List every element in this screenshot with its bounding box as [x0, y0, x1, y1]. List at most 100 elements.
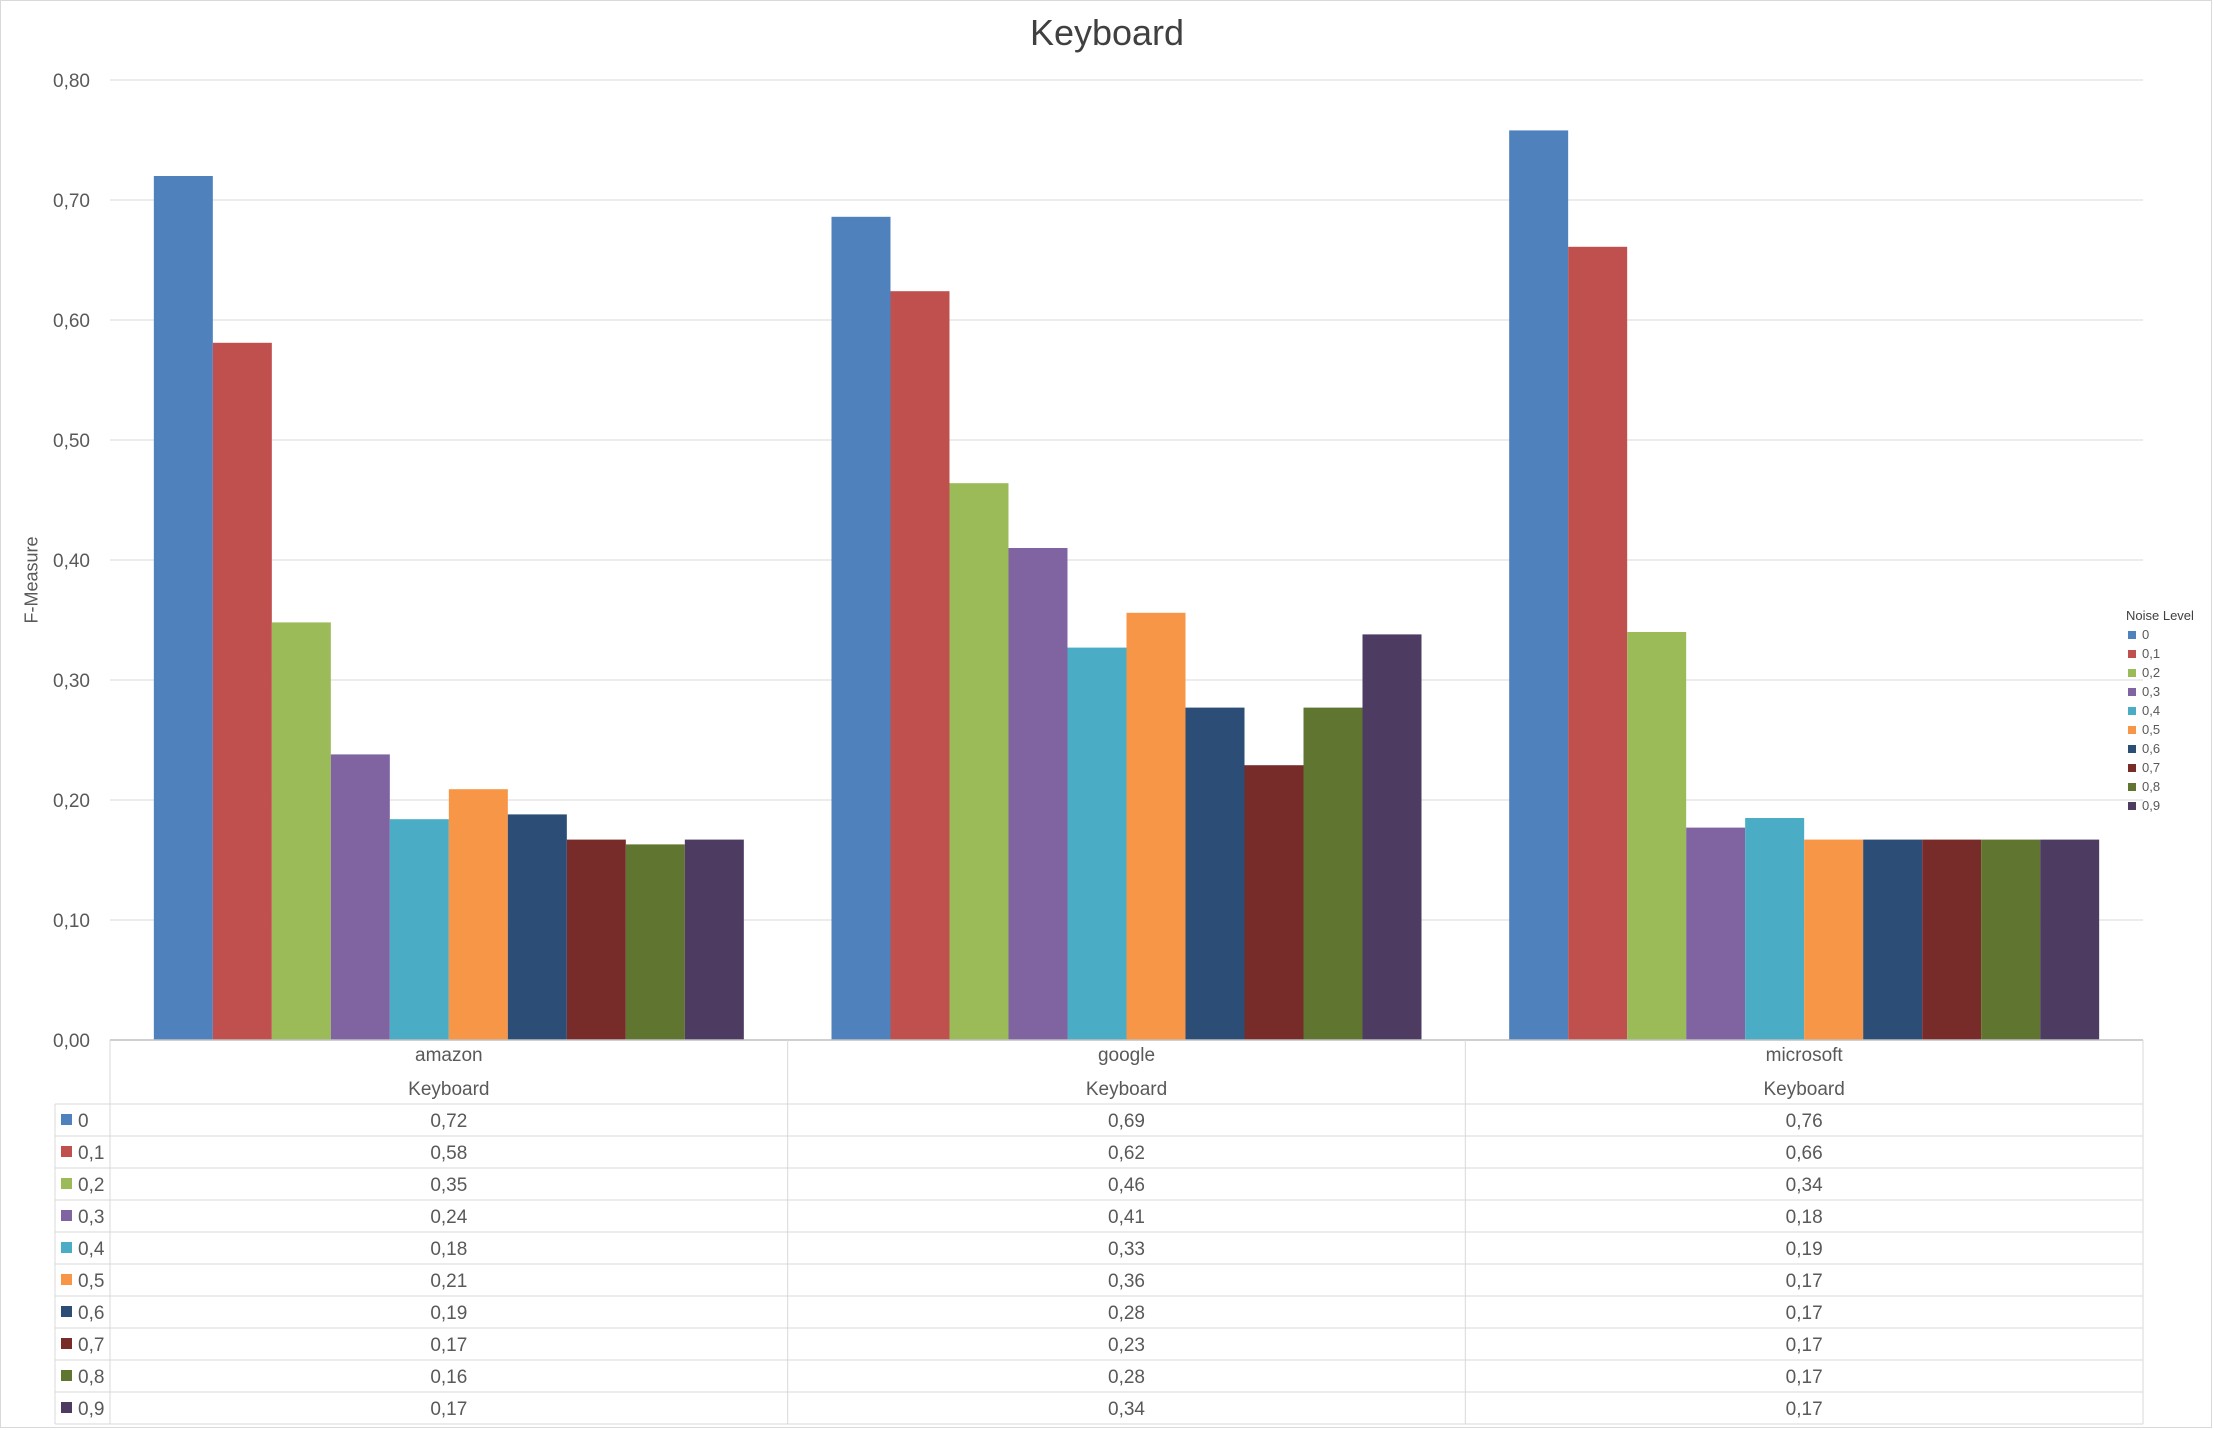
table-series-swatch	[61, 1114, 72, 1125]
legend-swatch	[2128, 801, 2136, 810]
table-series-name: 0,7	[78, 1335, 104, 1356]
table-series-name: 0,5	[78, 1271, 104, 1292]
table-value: 0,28	[1108, 1367, 1145, 1388]
table-value: 0,69	[1108, 1111, 1145, 1132]
y-tick-label: 0,40	[53, 551, 90, 572]
legend-swatch	[2128, 744, 2136, 753]
legend-swatch	[2128, 763, 2136, 772]
category-label: microsoft	[1766, 1045, 1844, 1066]
table-series-name: 0,2	[78, 1175, 104, 1196]
legend-title: Noise Level	[2126, 608, 2194, 623]
bar	[389, 819, 449, 1040]
table-series-swatch	[61, 1370, 72, 1381]
legend-item: 0,3	[2126, 682, 2214, 701]
category-label: google	[1098, 1045, 1155, 1066]
legend-swatch	[2128, 668, 2136, 677]
table-value: 0,28	[1108, 1303, 1145, 1324]
bar	[1509, 130, 1569, 1040]
legend-swatch	[2128, 725, 2136, 734]
legend-label: 0,8	[2142, 779, 2161, 794]
table-value: 0,36	[1108, 1271, 1145, 1292]
bar	[684, 839, 744, 1040]
legend-label: 0,1	[2142, 646, 2161, 661]
bar	[949, 483, 1009, 1040]
table-value: 0,66	[1786, 1143, 1823, 1164]
legend-swatch	[2128, 687, 2136, 696]
table-value: 0,72	[430, 1111, 467, 1132]
table-value: 0,18	[1786, 1207, 1823, 1228]
bar	[1126, 612, 1186, 1040]
table-series-swatch	[61, 1274, 72, 1285]
table-series-name: 0,3	[78, 1207, 104, 1228]
table-series-name: 0,8	[78, 1367, 104, 1388]
bar	[1981, 839, 2041, 1040]
bar	[1863, 839, 1923, 1040]
legend-label: 0,6	[2142, 741, 2161, 756]
legend-label: 0,5	[2142, 722, 2161, 737]
table-series-swatch	[61, 1210, 72, 1221]
y-tick-label: 0,70	[53, 191, 90, 212]
y-tick-label: 0,30	[53, 671, 90, 692]
table-value: 0,34	[1108, 1399, 1145, 1420]
legend-item: 0,7	[2126, 758, 2214, 777]
bar	[831, 216, 891, 1041]
table-value: 0,62	[1108, 1143, 1145, 1164]
y-tick-label: 0,00	[53, 1031, 90, 1052]
y-tick-label: 0,50	[53, 431, 90, 452]
bar	[1303, 707, 1363, 1040]
table-series-swatch	[61, 1306, 72, 1317]
legend-label: 0,2	[2142, 665, 2161, 680]
legend-item: 0,2	[2126, 663, 2214, 682]
table-series-name: 0,9	[78, 1399, 104, 1420]
legend-item: 0,5	[2126, 720, 2214, 739]
bar	[1244, 765, 1304, 1040]
bar	[890, 291, 950, 1040]
legend-label: 0,7	[2142, 760, 2161, 775]
bar	[153, 176, 213, 1040]
bar	[566, 839, 626, 1040]
category-sublabel: Keyboard	[1086, 1079, 1167, 1100]
table-value: 0,17	[1786, 1367, 1823, 1388]
table-series-name: 0	[78, 1111, 89, 1132]
table-series-name: 0,1	[78, 1143, 104, 1164]
bar	[1627, 632, 1687, 1040]
table-value: 0,76	[1786, 1111, 1823, 1132]
legend-swatch	[2128, 706, 2136, 715]
legend-label: 0,4	[2142, 703, 2161, 718]
legend-swatch	[2128, 782, 2136, 791]
table-value: 0,46	[1108, 1175, 1145, 1196]
table-series-name: 0,4	[78, 1239, 105, 1260]
table-value: 0,16	[430, 1367, 467, 1388]
legend-items: 0 0,1 0,2 0,3 0,4 0,5 0,6 0,7 0,8 0,9	[2126, 625, 2214, 815]
bar	[1686, 827, 1746, 1040]
bar	[1568, 246, 1628, 1041]
bar	[2040, 839, 2100, 1040]
table-value: 0,17	[1786, 1303, 1823, 1324]
table-series-swatch	[61, 1178, 72, 1189]
table-value: 0,17	[430, 1335, 467, 1356]
bar	[1745, 818, 1805, 1040]
bar	[448, 789, 508, 1040]
bar	[1008, 548, 1068, 1040]
legend-label: 0	[2142, 627, 2150, 642]
legend-label: 0,9	[2142, 798, 2161, 813]
legend-item: 0,4	[2126, 701, 2214, 720]
bar	[1362, 634, 1422, 1040]
y-tick-label: 0,20	[53, 791, 90, 812]
legend-item: 0,9	[2126, 796, 2214, 815]
y-tick-label: 0,60	[53, 311, 90, 332]
legend-label: 0,3	[2142, 684, 2161, 699]
table-series-swatch	[61, 1338, 72, 1349]
bar	[1922, 839, 1982, 1040]
bar	[625, 844, 685, 1040]
bar	[1067, 647, 1127, 1040]
table-value: 0,35	[430, 1175, 467, 1196]
table-series-swatch	[61, 1402, 72, 1413]
bar	[212, 342, 272, 1040]
table-value: 0,17	[1786, 1399, 1823, 1420]
table-value: 0,17	[1786, 1335, 1823, 1356]
legend-swatch	[2128, 649, 2136, 658]
y-tick-label: 0,10	[53, 911, 90, 932]
table-value: 0,18	[430, 1239, 467, 1260]
